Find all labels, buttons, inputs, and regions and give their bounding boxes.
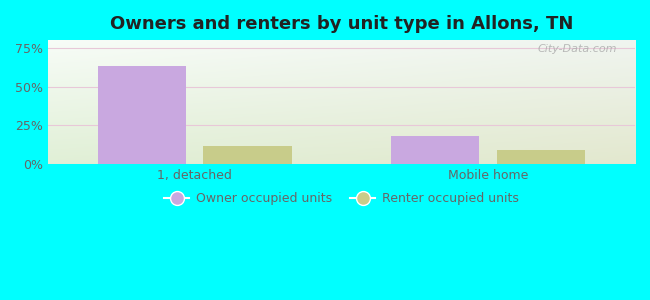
Bar: [497, 150, 585, 164]
Bar: [391, 136, 480, 164]
Title: Owners and renters by unit type in Allons, TN: Owners and renters by unit type in Allon…: [110, 15, 573, 33]
Legend: Owner occupied units, Renter occupied units: Owner occupied units, Renter occupied un…: [159, 187, 523, 210]
Text: City-Data.com: City-Data.com: [538, 44, 617, 54]
Bar: [98, 67, 186, 164]
Bar: [203, 146, 291, 164]
